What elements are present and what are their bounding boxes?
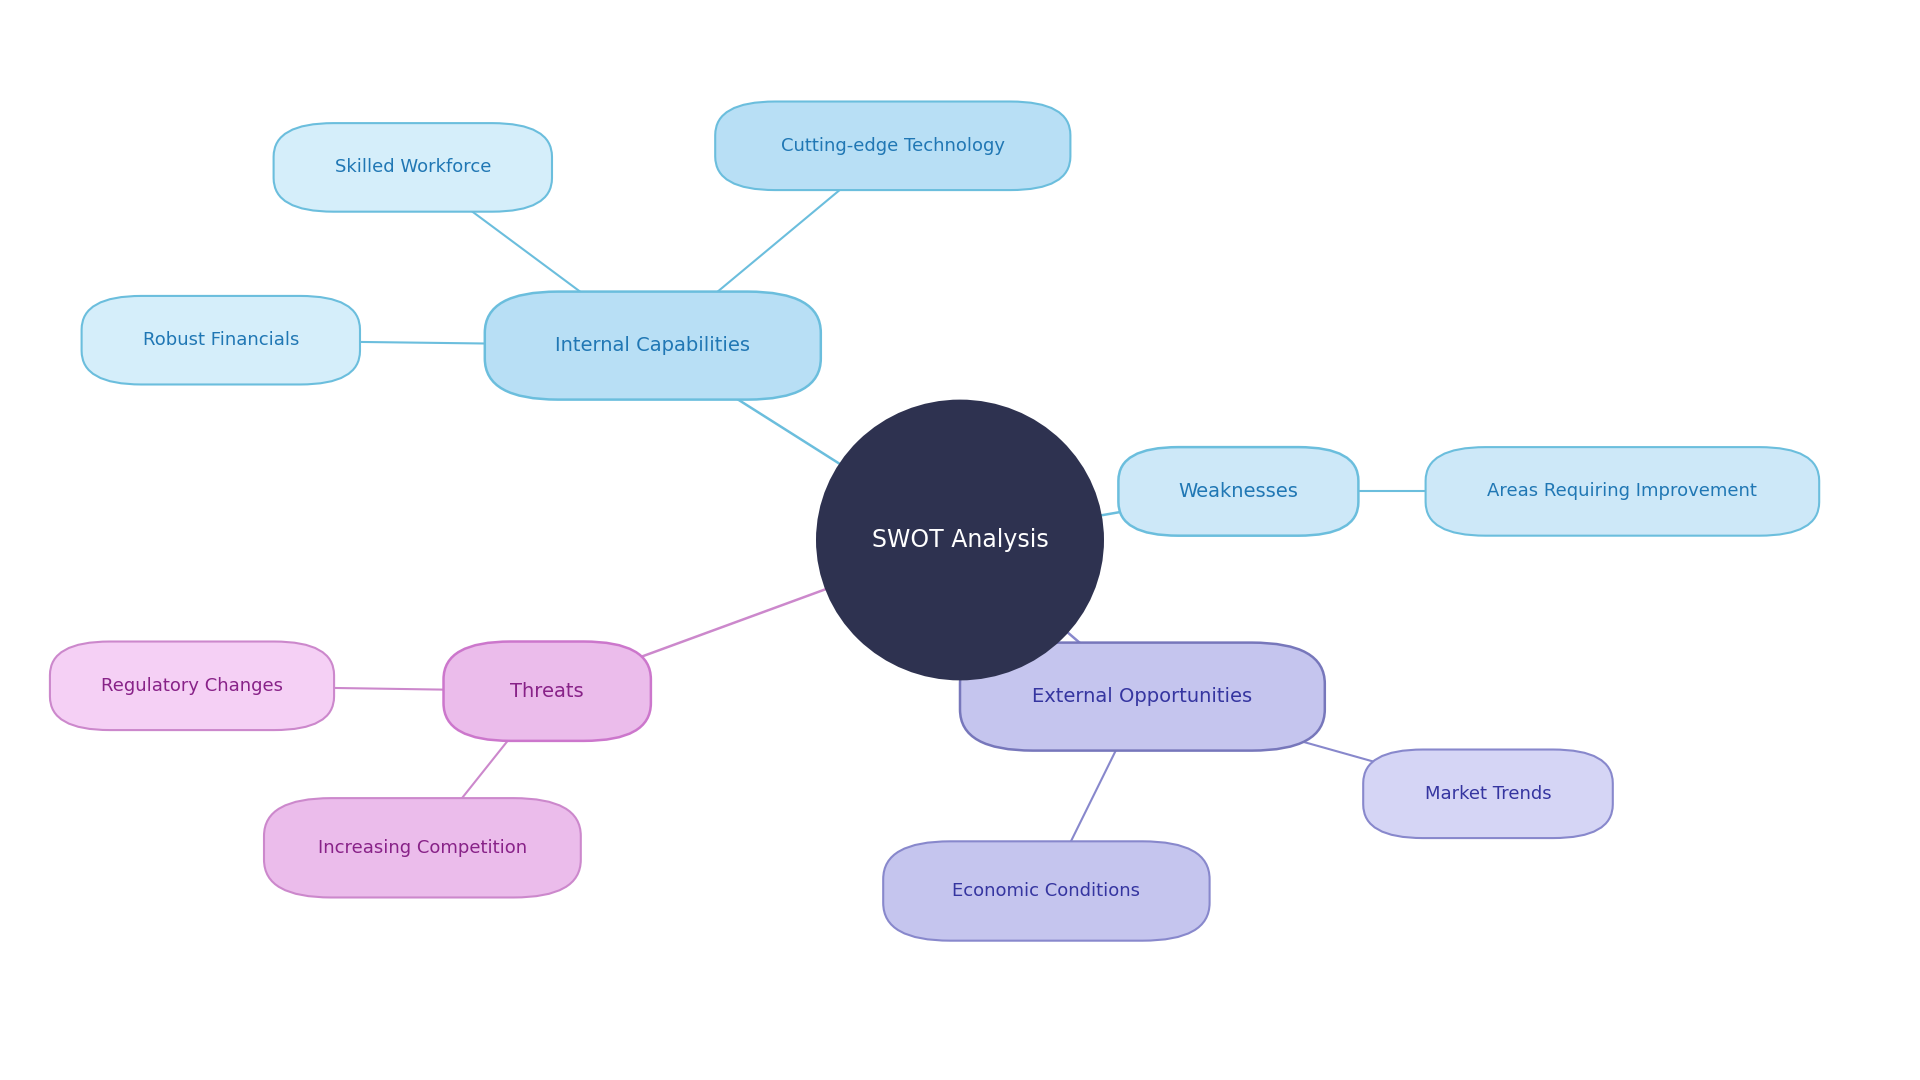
Text: External Opportunities: External Opportunities <box>1033 687 1252 706</box>
Text: Robust Financials: Robust Financials <box>142 332 300 349</box>
Text: Cutting-edge Technology: Cutting-edge Technology <box>781 137 1004 154</box>
Text: Skilled Workforce: Skilled Workforce <box>334 159 492 176</box>
FancyBboxPatch shape <box>1117 447 1359 536</box>
FancyBboxPatch shape <box>444 642 651 741</box>
Text: Increasing Competition: Increasing Competition <box>319 839 526 856</box>
Text: Economic Conditions: Economic Conditions <box>952 882 1140 900</box>
Text: SWOT Analysis: SWOT Analysis <box>872 528 1048 552</box>
FancyBboxPatch shape <box>1425 447 1818 536</box>
Text: Weaknesses: Weaknesses <box>1179 482 1298 501</box>
FancyBboxPatch shape <box>714 102 1071 190</box>
Text: Internal Capabilities: Internal Capabilities <box>555 336 751 355</box>
Text: Regulatory Changes: Regulatory Changes <box>102 677 282 694</box>
FancyBboxPatch shape <box>883 841 1210 941</box>
FancyBboxPatch shape <box>275 123 553 212</box>
Ellipse shape <box>816 400 1104 680</box>
FancyBboxPatch shape <box>83 296 361 384</box>
FancyBboxPatch shape <box>1363 750 1613 838</box>
FancyBboxPatch shape <box>265 798 580 897</box>
Text: Threats: Threats <box>511 681 584 701</box>
FancyBboxPatch shape <box>486 292 822 400</box>
Text: Areas Requiring Improvement: Areas Requiring Improvement <box>1488 483 1757 500</box>
FancyBboxPatch shape <box>50 642 334 730</box>
FancyBboxPatch shape <box>960 643 1325 751</box>
Text: Market Trends: Market Trends <box>1425 785 1551 802</box>
